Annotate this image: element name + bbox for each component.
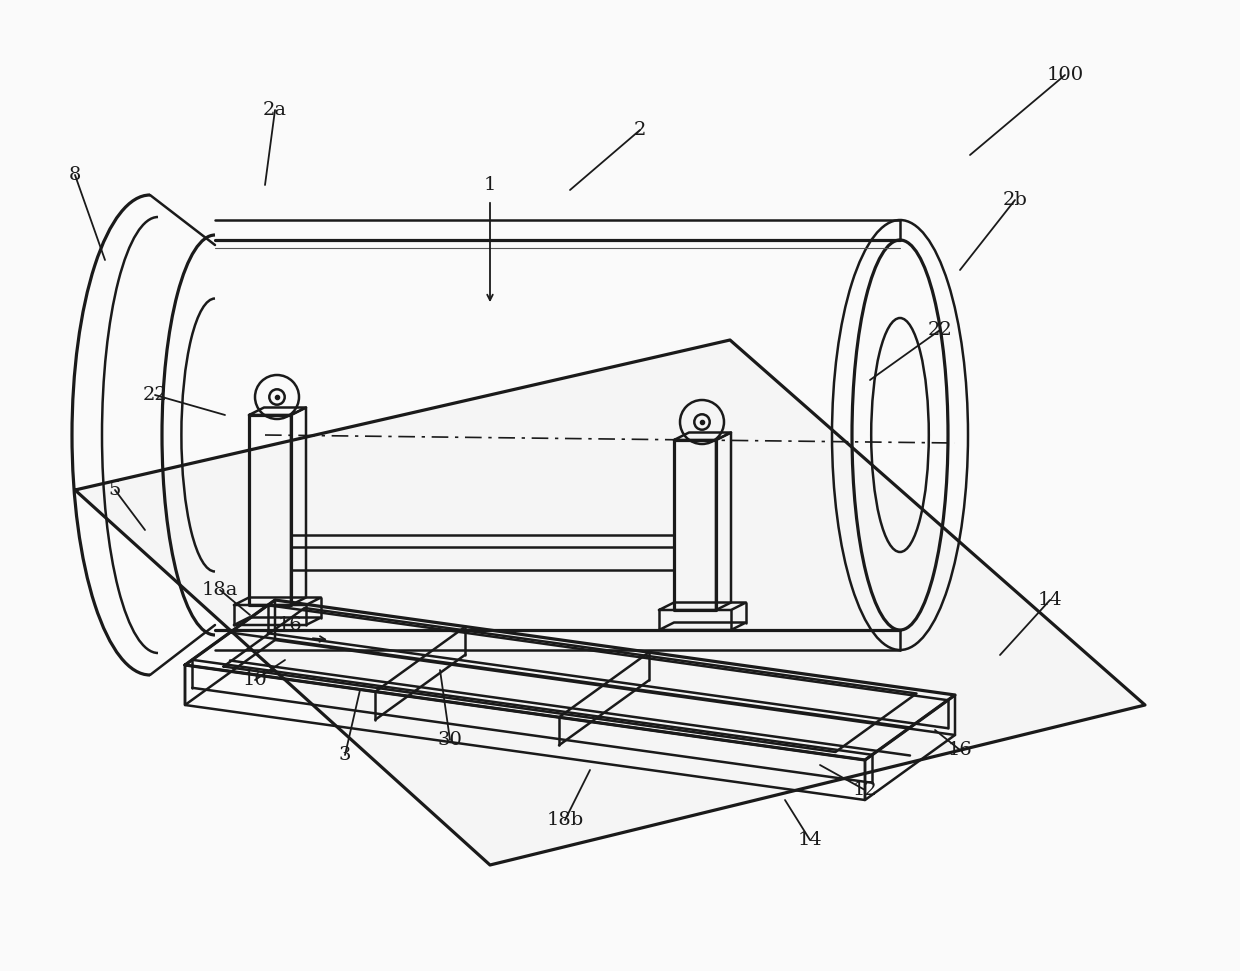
Text: 1: 1 — [484, 176, 496, 194]
Text: 3: 3 — [339, 746, 351, 764]
Text: 100: 100 — [1047, 66, 1084, 84]
Text: 12: 12 — [853, 781, 878, 799]
Text: 30: 30 — [438, 731, 463, 749]
Text: 18b: 18b — [547, 811, 584, 829]
Text: 16: 16 — [278, 616, 303, 634]
Text: 2: 2 — [634, 121, 646, 139]
Text: 18a: 18a — [202, 581, 238, 599]
Text: 14: 14 — [1038, 591, 1063, 609]
Polygon shape — [74, 340, 1145, 865]
Text: 10: 10 — [243, 671, 268, 689]
Text: 14: 14 — [797, 831, 822, 849]
Text: 8: 8 — [68, 166, 81, 184]
Text: 2a: 2a — [263, 101, 286, 119]
Text: 16: 16 — [947, 741, 972, 759]
Text: 2b: 2b — [1003, 191, 1028, 209]
Text: 22: 22 — [143, 386, 167, 404]
Text: 22: 22 — [928, 321, 952, 339]
Text: 5: 5 — [109, 481, 122, 499]
